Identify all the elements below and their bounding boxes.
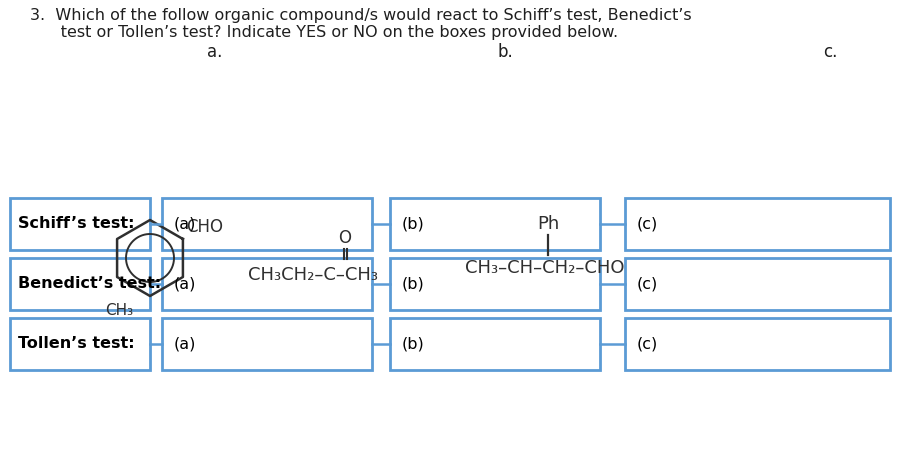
- Text: (b): (b): [402, 337, 425, 352]
- FancyBboxPatch shape: [390, 198, 600, 250]
- Text: (c): (c): [637, 276, 658, 291]
- FancyBboxPatch shape: [10, 198, 150, 250]
- Text: test or Tollen’s test? Indicate YES or NO on the boxes provided below.: test or Tollen’s test? Indicate YES or N…: [30, 25, 618, 40]
- Text: Benedict’s test:: Benedict’s test:: [18, 276, 161, 291]
- FancyBboxPatch shape: [390, 318, 600, 370]
- Text: CH₃CH₂–C–CH₃: CH₃CH₂–C–CH₃: [248, 266, 378, 284]
- Text: c.: c.: [823, 43, 837, 61]
- Text: (c): (c): [637, 217, 658, 231]
- Text: 3.  Which of the follow organic compound/s would react to Schiff’s test, Benedic: 3. Which of the follow organic compound/…: [30, 8, 692, 23]
- Text: (a): (a): [174, 337, 196, 352]
- Text: b.: b.: [497, 43, 513, 61]
- FancyBboxPatch shape: [390, 258, 600, 310]
- FancyBboxPatch shape: [625, 318, 890, 370]
- Text: (c): (c): [637, 337, 658, 352]
- Text: (a): (a): [174, 276, 196, 291]
- Text: Ph: Ph: [537, 215, 559, 233]
- FancyBboxPatch shape: [162, 198, 372, 250]
- Text: a.: a.: [207, 43, 222, 61]
- Text: (a): (a): [174, 217, 196, 231]
- FancyBboxPatch shape: [10, 258, 150, 310]
- Text: Tollen’s test:: Tollen’s test:: [18, 337, 134, 352]
- Text: O: O: [339, 229, 351, 247]
- FancyBboxPatch shape: [625, 258, 890, 310]
- Text: (b): (b): [402, 217, 425, 231]
- Text: CHO: CHO: [186, 218, 222, 236]
- Text: Schiff’s test:: Schiff’s test:: [18, 217, 134, 231]
- FancyBboxPatch shape: [162, 318, 372, 370]
- Text: CH₃: CH₃: [105, 303, 133, 318]
- Text: CH₃–CH–CH₂–CHO: CH₃–CH–CH₂–CHO: [465, 259, 625, 277]
- FancyBboxPatch shape: [162, 258, 372, 310]
- FancyBboxPatch shape: [10, 318, 150, 370]
- FancyBboxPatch shape: [625, 198, 890, 250]
- Text: (b): (b): [402, 276, 425, 291]
